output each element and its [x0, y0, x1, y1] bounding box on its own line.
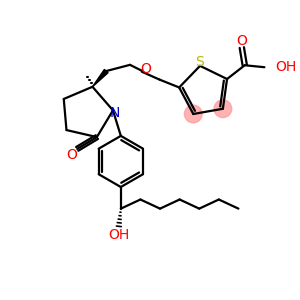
Circle shape: [184, 105, 202, 123]
Circle shape: [214, 100, 232, 118]
Text: O: O: [236, 34, 247, 48]
Text: O: O: [140, 62, 151, 76]
Text: OH: OH: [108, 228, 130, 242]
Text: N: N: [110, 106, 120, 120]
Polygon shape: [92, 69, 108, 87]
Text: O: O: [66, 148, 77, 162]
Text: S: S: [195, 55, 203, 69]
Text: OH: OH: [275, 60, 296, 74]
